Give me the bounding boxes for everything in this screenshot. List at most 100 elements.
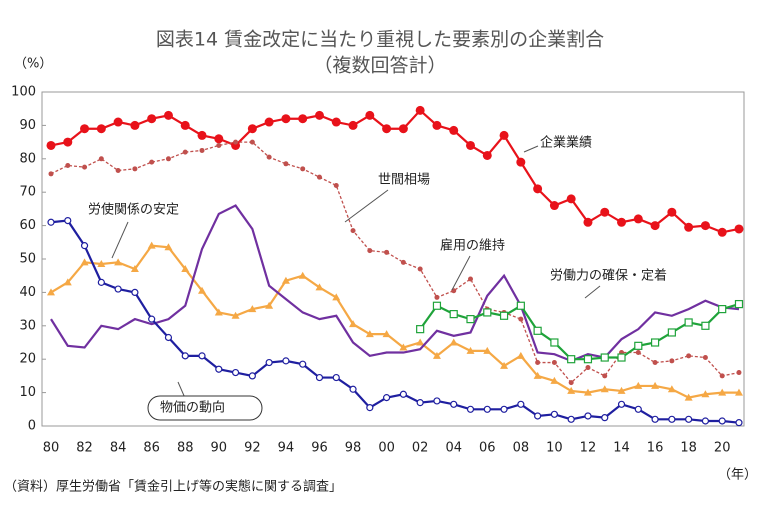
marker (482, 150, 492, 160)
marker (315, 283, 324, 291)
series-line (50, 244, 739, 399)
marker (483, 308, 492, 317)
marker (700, 221, 710, 231)
marker (265, 358, 273, 367)
marker (115, 167, 121, 173)
marker (231, 368, 240, 377)
marker (399, 390, 407, 398)
marker (633, 214, 643, 224)
marker (568, 380, 574, 386)
marker (417, 266, 423, 272)
marker (466, 346, 475, 354)
marker (534, 412, 542, 420)
marker (97, 260, 106, 268)
marker (686, 353, 692, 359)
marker (433, 397, 441, 405)
marker (65, 162, 71, 168)
marker (149, 159, 155, 165)
marker (98, 156, 104, 162)
marker (231, 311, 240, 319)
marker (701, 390, 710, 398)
x-tick-label: 92 (244, 441, 261, 456)
marker (483, 346, 492, 354)
series-label: 世間相場 (378, 173, 430, 188)
marker (669, 358, 675, 364)
marker (566, 194, 576, 204)
marker (130, 265, 139, 273)
marker (298, 114, 308, 124)
marker (80, 242, 89, 250)
marker (181, 265, 190, 273)
marker (466, 140, 475, 150)
marker (736, 370, 742, 376)
marker (466, 315, 475, 324)
x-tick-label: 82 (76, 441, 93, 456)
marker (300, 166, 306, 172)
marker (734, 224, 744, 234)
marker (533, 326, 542, 335)
series-line (50, 141, 740, 384)
marker (398, 124, 408, 134)
x-tick-label: 12 (580, 441, 597, 456)
x-tick-label: 90 (211, 441, 228, 456)
marker (265, 301, 274, 309)
marker (583, 355, 593, 364)
marker (500, 405, 508, 413)
marker (499, 311, 509, 320)
marker (315, 373, 324, 382)
x-tick-label: 80 (43, 441, 60, 456)
marker (701, 321, 710, 330)
x-tick-label: 84 (110, 441, 127, 456)
marker (298, 271, 307, 279)
y-tick-label: 90 (19, 118, 36, 133)
marker (80, 258, 89, 266)
marker (585, 365, 591, 371)
marker (600, 385, 609, 393)
series-line (419, 303, 740, 361)
marker (198, 352, 206, 360)
marker (233, 139, 239, 145)
callout-line (344, 189, 389, 223)
x-tick-label: 18 (680, 441, 697, 456)
marker (182, 149, 188, 155)
marker (46, 140, 56, 150)
marker (332, 293, 341, 301)
y-tick-label: 40 (19, 285, 36, 300)
marker (282, 357, 290, 365)
marker (96, 124, 106, 134)
marker (667, 385, 676, 393)
marker (367, 248, 373, 254)
marker (517, 400, 525, 408)
y-axis-label: （%） (14, 57, 52, 72)
marker (718, 417, 726, 425)
x-tick-label: 02 (412, 441, 429, 456)
marker (567, 355, 576, 364)
x-tick-label: 96 (311, 441, 328, 456)
marker (383, 394, 391, 402)
marker (701, 417, 710, 425)
callout-box (147, 395, 263, 421)
marker (434, 294, 440, 300)
marker (47, 288, 55, 296)
marker (667, 328, 676, 337)
marker (247, 124, 257, 134)
x-tick-label: 10 (546, 441, 563, 456)
marker (333, 183, 339, 189)
marker (266, 154, 272, 160)
marker (416, 325, 425, 334)
marker (500, 361, 509, 369)
marker (684, 393, 693, 401)
marker (147, 114, 157, 124)
marker (349, 385, 357, 393)
marker (549, 201, 559, 211)
marker (684, 318, 693, 327)
marker (702, 355, 708, 361)
y-tick-label: 20 (19, 352, 36, 367)
marker (97, 278, 105, 286)
marker (533, 371, 542, 379)
marker (181, 352, 189, 360)
marker (164, 333, 173, 342)
marker (416, 338, 425, 346)
y-tick-label: 10 (19, 385, 36, 400)
callout-line (523, 145, 539, 153)
